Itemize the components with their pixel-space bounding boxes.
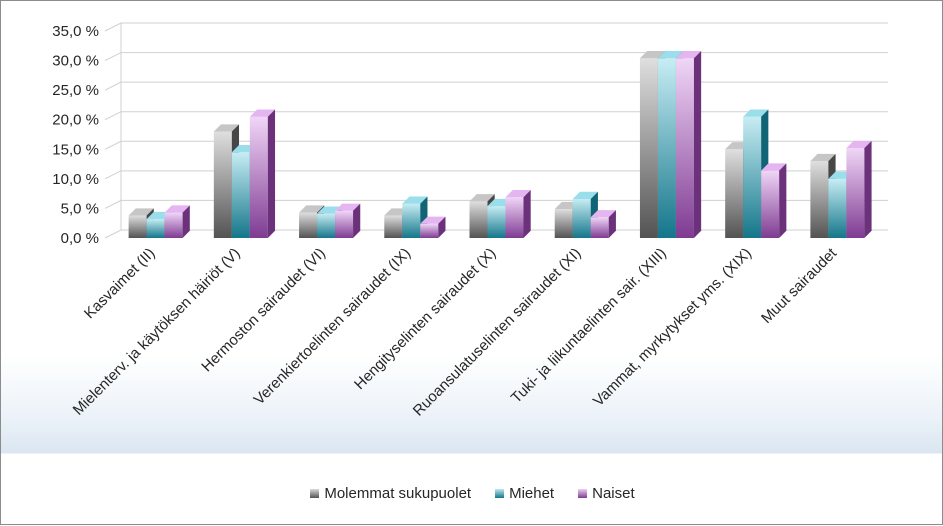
legend-swatch [495, 489, 505, 498]
bar [335, 203, 361, 238]
y-axis-ticks: 0,0 % 5,0 % 10,0 % 15,0 % 20,0 % 25,0 % 30,0 %… [52, 23, 99, 247]
y-tick-label: 25,0 % [52, 82, 99, 99]
bar [761, 163, 787, 238]
y-tick-label: 10,0 % [52, 171, 99, 188]
bars [128, 51, 872, 239]
bar [505, 189, 531, 238]
gridline [104, 22, 888, 32]
x-axis-categories: Kasvaimet (II)Mielenterv. ja käytöksen h… [70, 244, 841, 419]
legend-label: Naiset [592, 485, 635, 502]
y-tick-label: 5,0 % [61, 200, 99, 217]
y-tick-label: 35,0 % [52, 23, 99, 40]
y-tick-label: 20,0 % [52, 112, 99, 129]
x-category-label: Kasvaimet (II) [81, 245, 158, 322]
legend: Molemmat sukupuolet Miehet Naiset [1, 485, 943, 502]
bar [164, 205, 190, 238]
legend-item: Miehet [495, 485, 554, 502]
x-category-label: Verenkiertoelinten sairaudet (IX) [251, 245, 415, 409]
x-category-label: Hengityselinten sairaudet (X) [351, 245, 499, 393]
gridlines [104, 22, 888, 239]
y-tick-label: 15,0 % [52, 141, 99, 158]
x-category-label: Ruoansulatuselinten sairaudet (XI) [410, 245, 585, 420]
bar [675, 51, 702, 239]
bar [590, 210, 616, 238]
legend-swatch [578, 489, 588, 498]
legend-swatch [310, 489, 320, 498]
x-category-label: Muut sairaudet [758, 244, 841, 327]
bar [420, 216, 446, 238]
legend-item: Molemmat sukupuolet [310, 485, 471, 502]
legend-label: Miehet [509, 485, 555, 502]
x-category-label: Vammat, myrkytykset yms. (XIX) [590, 245, 755, 410]
x-category-label: Tuki- ja liikuntaelinten sair. (XIII) [508, 245, 670, 407]
bar [249, 109, 276, 238]
gridline [104, 52, 888, 62]
gridline [104, 81, 888, 91]
x-category-label: Mielenterv. ja käytöksen häiriöt (V) [70, 245, 244, 419]
y-tick-label: 30,0 % [52, 53, 99, 70]
gridline [104, 111, 888, 121]
y-tick-label: 0,0 % [61, 230, 99, 247]
legend-label: Molemmat sukupuolet [324, 485, 472, 502]
bar [846, 140, 872, 238]
legend-item: Naiset [578, 485, 635, 502]
